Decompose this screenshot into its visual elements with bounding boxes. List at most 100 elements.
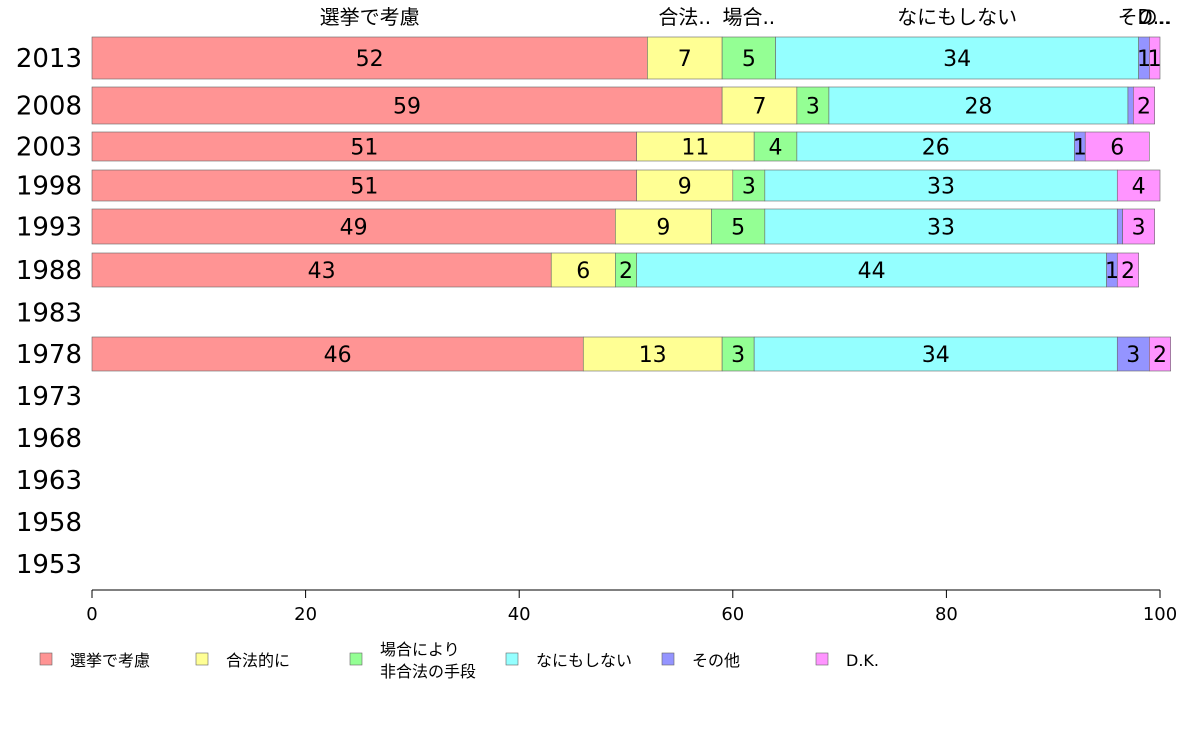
bar-2008-series-0: [91, 86, 723, 125]
data-label-2003-series-3: 26: [922, 136, 950, 161]
data-label-1988-series-0: 43: [308, 259, 336, 284]
data-label-1978-series-1: 13: [639, 343, 667, 368]
bar-1978-series-0: [91, 336, 584, 372]
top-label-series-2: 場合..: [722, 5, 775, 29]
data-label-2013-series-0: 52: [356, 47, 384, 72]
bar-1993-series-2: [711, 208, 766, 245]
bar-2003-series-2: [753, 131, 798, 162]
data-label-1978-series-3: 34: [922, 343, 950, 368]
data-label-2003-series-5: 6: [1110, 136, 1124, 161]
bar-1993-series-5: [1122, 208, 1155, 245]
data-label-2008-series-3: 28: [964, 95, 992, 120]
bar-1978-series-4: [1116, 336, 1150, 372]
data-label-1978-series-4: 3: [1126, 343, 1140, 368]
bar-2008-series-2: [796, 86, 830, 125]
bar-2008-series-4: [1127, 86, 1134, 125]
bar-1978-series-3: [753, 336, 1118, 372]
data-label-2013-series-5: 1: [1148, 47, 1162, 72]
legend-swatch-5: [815, 652, 829, 666]
data-label-1978-series-2: 3: [731, 343, 745, 368]
data-label-1988-series-5: 2: [1121, 259, 1135, 284]
data-label-2003-series-0: 51: [350, 136, 378, 161]
data-label-2013-series-3: 34: [943, 47, 971, 72]
bar-2013-series-3: [775, 36, 1139, 80]
category-label-1963: 1963: [16, 466, 82, 496]
data-label-1993-series-5: 3: [1132, 216, 1146, 241]
top-label-series-5: D...: [1137, 5, 1171, 29]
category-label-1973: 1973: [16, 382, 82, 412]
bar-2013-series-2: [721, 36, 776, 80]
legend-swatch-0: [39, 652, 53, 666]
x-tick-label-100: 100: [1143, 604, 1177, 625]
legend-swatch-3: [505, 652, 519, 666]
category-label-1988: 1988: [16, 256, 82, 286]
category-label-1998: 1998: [16, 172, 82, 202]
legend-label-1: 合法的に: [226, 651, 290, 670]
data-label-2013-series-4: 1: [1137, 47, 1151, 72]
bar-1998-series-3: [764, 169, 1118, 202]
data-label-1978-series-0: 46: [324, 343, 352, 368]
category-labels: 2013 2008 2003 1998 1993 1988 1983 1978 1973 1968…: [16, 44, 82, 580]
data-label-2008-series-5: 2: [1137, 95, 1151, 120]
data-label-1988-series-1: 6: [576, 259, 590, 284]
bar-1978-series-5: [1149, 336, 1171, 372]
legend-label-2-line-0: 場合により: [380, 640, 460, 659]
legend-swatch-1: [195, 652, 209, 666]
top-label-series-4: その..: [1118, 5, 1171, 29]
legend-swatch-2: [349, 652, 363, 666]
legend-label-4: その他: [692, 651, 740, 670]
legend-label-5: D.K.: [846, 651, 879, 670]
top-label-series-1: 合法..: [658, 5, 711, 29]
bar-1993-series-3: [764, 208, 1118, 245]
legend-label-0: 選挙で考慮: [70, 651, 150, 670]
data-label-1988-series-2: 2: [619, 259, 633, 284]
data-label-2008-series-1: 7: [753, 95, 767, 120]
bar-1993-series-1: [615, 208, 712, 245]
category-label-2003: 2003: [16, 133, 82, 163]
category-label-1993: 1993: [16, 213, 82, 243]
data-label-1993-series-0: 49: [340, 216, 368, 241]
bar-1993-series-4: [1116, 208, 1123, 245]
data-label-1988-series-3: 44: [858, 259, 886, 284]
data-label-1998-series-5: 4: [1132, 175, 1146, 200]
category-label-2008: 2008: [16, 92, 82, 122]
category-label-2013: 2013: [16, 44, 82, 74]
bar-1988-series-1: [550, 252, 616, 288]
data-label-1988-series-4: 1: [1105, 259, 1119, 284]
data-label-2003-series-2: 4: [769, 136, 783, 161]
data-label-1993-series-2: 5: [731, 216, 745, 241]
data-label-2003-series-4: 1: [1073, 136, 1087, 161]
data-label-2008-series-2: 3: [806, 95, 820, 120]
legend-swatch-4: [661, 652, 675, 666]
series-top-labels: 選挙で考慮 合法.. 場合.. なにもしない その..D...: [320, 5, 1172, 29]
data-label-1998-series-3: 33: [927, 175, 955, 200]
data-label-1998-series-1: 9: [678, 175, 692, 200]
bar-2008-series-1: [721, 86, 798, 125]
data-label-1998-series-0: 51: [350, 175, 378, 200]
legend-label-3: なにもしない: [536, 651, 632, 670]
data-label-2013-series-2: 5: [742, 47, 756, 72]
bar-1998-series-5: [1116, 169, 1161, 202]
top-label-series-3: なにもしない: [897, 5, 1017, 29]
category-label-1968: 1968: [16, 424, 82, 454]
x-tick-label-0: 0: [86, 604, 97, 625]
bar-2013-series-5: [1149, 36, 1161, 80]
bar-2013-series-1: [647, 36, 723, 80]
bar-1993-series-0: [91, 208, 616, 245]
bar-2003-series-3: [796, 131, 1075, 162]
x-axis: 0 20 40 60 80 100: [86, 589, 1177, 625]
bar-1988-series-5: [1116, 252, 1139, 288]
category-label-1983: 1983: [16, 299, 82, 329]
bar-1998-series-0: [91, 169, 637, 202]
category-label-1978: 1978: [16, 340, 82, 370]
bar-2003-series-0: [91, 131, 637, 162]
data-label-2013-series-1: 7: [678, 47, 692, 72]
bar-1988-series-3: [636, 252, 1107, 288]
category-label-1953: 1953: [16, 550, 82, 580]
bar-2003-series-5: [1084, 131, 1150, 162]
top-label-series-0: 選挙で考慮: [320, 5, 420, 29]
legend-label-2-line-1: 非合法の手段: [380, 662, 476, 681]
